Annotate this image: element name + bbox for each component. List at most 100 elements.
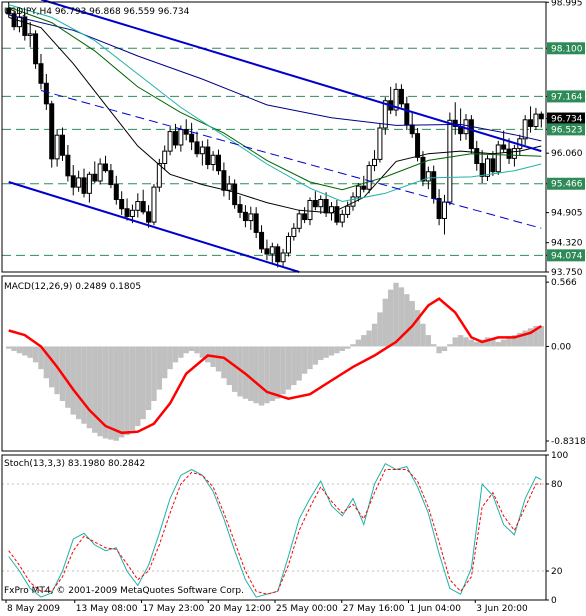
macd-histogram-bar bbox=[318, 346, 324, 361]
price-panel-frame bbox=[1, 1, 547, 273]
macd-histogram-bar bbox=[6, 346, 12, 349]
level-price-label: 95.466 bbox=[551, 180, 583, 190]
bearish-candle bbox=[146, 211, 152, 223]
macd-histogram-bar bbox=[382, 298, 388, 347]
bearish-candle bbox=[232, 183, 238, 206]
macd-panel-frame bbox=[1, 275, 547, 452]
macd-histogram-bar bbox=[43, 346, 50, 379]
macd-histogram-bar bbox=[436, 346, 442, 354]
level-price-label: 96.523 bbox=[551, 125, 583, 135]
bearish-candle bbox=[124, 208, 130, 217]
level-price-label: 98.100 bbox=[551, 44, 583, 54]
time-tick-label: 3 Jun 20:00 bbox=[476, 604, 528, 614]
bullish-candle bbox=[447, 119, 453, 203]
stochastic-panel-title: Stoch(13,3,3) 83.1980 80.2842 bbox=[4, 459, 145, 469]
price-panel-title: USDJPY,H4 96.793 96.868 96.559 96.734 bbox=[4, 7, 190, 17]
bearish-candle bbox=[452, 119, 458, 127]
macd-histogram-bar bbox=[334, 346, 340, 354]
bearish-candle bbox=[194, 141, 200, 155]
bearish-candle bbox=[431, 171, 437, 199]
bearish-candle bbox=[242, 211, 248, 222]
bullish-candle bbox=[522, 119, 528, 140]
current-price-label: 96.734 bbox=[551, 115, 583, 125]
bearish-candle bbox=[49, 103, 55, 160]
bearish-candle bbox=[92, 173, 98, 182]
macd-histogram-bar bbox=[377, 312, 383, 347]
macd-histogram-bar bbox=[22, 346, 28, 356]
bullish-candle bbox=[377, 127, 383, 160]
macd-histogram-bar bbox=[81, 346, 87, 424]
level-price-badge bbox=[547, 123, 585, 136]
time-tick-label: 25 May 00:00 bbox=[276, 604, 338, 614]
bullish-candle bbox=[393, 88, 399, 111]
macd-histogram-bar bbox=[463, 337, 469, 347]
bullish-candle bbox=[339, 213, 345, 223]
macd-histogram-bar bbox=[517, 332, 523, 347]
bearish-candle bbox=[81, 177, 87, 194]
bullish-candle bbox=[76, 177, 82, 188]
bullish-candle bbox=[210, 154, 216, 166]
macd-histogram-bar bbox=[118, 346, 125, 438]
price-tick-label: 94.905 bbox=[551, 209, 583, 219]
macd-histogram-bar bbox=[102, 346, 109, 439]
bearish-candle bbox=[237, 204, 243, 213]
price-tick-label: 93.750 bbox=[551, 268, 583, 278]
bearish-candle bbox=[113, 184, 119, 200]
macd-histogram-bar bbox=[269, 346, 275, 401]
bullish-candle bbox=[199, 146, 205, 155]
macd-histogram-bar bbox=[431, 344, 437, 347]
macd-histogram-bar bbox=[32, 346, 39, 363]
macd-histogram-bar bbox=[178, 346, 184, 358]
bearish-candle bbox=[264, 248, 270, 255]
macd-histogram-bar bbox=[97, 346, 103, 437]
bearish-candle bbox=[538, 113, 544, 120]
macd-histogram-bar bbox=[156, 346, 163, 390]
macd-histogram-bar bbox=[108, 346, 114, 440]
macd-histogram-bar bbox=[86, 346, 93, 429]
stochastic-tick-label: 0 bbox=[551, 596, 557, 606]
time-tick-label: 27 May 16:00 bbox=[343, 604, 405, 614]
macd-histogram-bar bbox=[404, 294, 410, 347]
bearish-candle bbox=[253, 213, 259, 233]
macd-histogram-bar bbox=[387, 289, 394, 347]
macd-histogram-bar bbox=[188, 346, 195, 351]
bearish-candle bbox=[65, 154, 71, 177]
macd-histogram-bar bbox=[38, 346, 44, 370]
macd-histogram-bar bbox=[425, 335, 432, 347]
bullish-candle bbox=[425, 171, 431, 182]
bearish-candle bbox=[205, 146, 211, 166]
bearish-candle bbox=[436, 197, 442, 220]
macd-histogram-bar bbox=[500, 339, 507, 347]
stochastic-signal-line bbox=[8, 469, 542, 595]
macd-histogram-bar bbox=[183, 346, 189, 354]
time-tick-label: 17 May 23:00 bbox=[143, 604, 205, 614]
macd-histogram-bar bbox=[275, 346, 281, 399]
time-tick-label: 8 May 2009 bbox=[7, 604, 60, 614]
copyright-watermark: FxPro MT4, © 2001-2009 MetaQuotes Softwa… bbox=[4, 586, 244, 596]
bearish-candle bbox=[70, 175, 76, 188]
macd-histogram-bar bbox=[54, 346, 60, 395]
macd-histogram-bar bbox=[533, 326, 539, 347]
bearish-candle bbox=[38, 63, 44, 84]
bearish-candle bbox=[415, 133, 421, 158]
bearish-candle bbox=[22, 16, 28, 36]
macd-histogram-bar bbox=[339, 346, 345, 351]
macd-histogram-bar bbox=[527, 328, 534, 347]
bearish-candle bbox=[189, 133, 195, 143]
bullish-candle bbox=[151, 186, 157, 223]
macd-histogram-bar bbox=[344, 346, 351, 349]
macd-histogram-bar bbox=[151, 346, 157, 401]
time-tick-label: 1 Jun 04:00 bbox=[410, 604, 462, 614]
bullish-candle bbox=[167, 131, 173, 152]
macd-histogram-bar bbox=[355, 339, 362, 347]
macd-histogram-bar bbox=[162, 346, 168, 379]
bullish-candle bbox=[511, 148, 517, 159]
macd-histogram-bar bbox=[140, 346, 146, 420]
macd-histogram-bar bbox=[65, 346, 71, 408]
macd-histogram-bar bbox=[92, 346, 98, 433]
bullish-candle bbox=[345, 205, 351, 215]
bearish-candle bbox=[140, 201, 146, 213]
bearish-candle bbox=[490, 158, 496, 173]
level-price-badge bbox=[547, 177, 585, 190]
level-price-label: 97.164 bbox=[551, 92, 583, 102]
